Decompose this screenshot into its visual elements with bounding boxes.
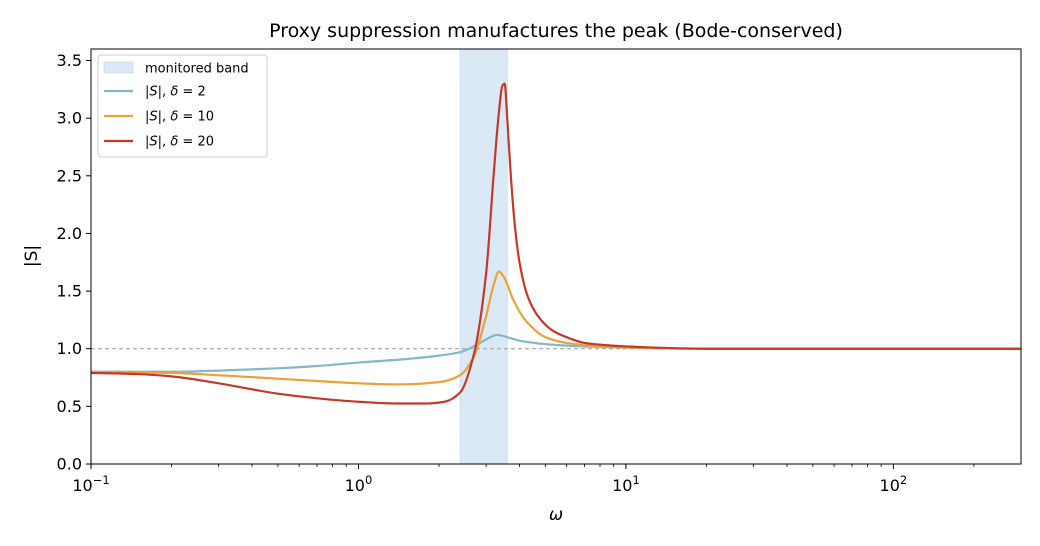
- y-tick-label: 1.0: [57, 339, 82, 358]
- y-tick-label: 3.5: [57, 51, 82, 70]
- x-tick-label: 100: [345, 473, 373, 495]
- legend-frame: [97, 54, 268, 158]
- x-tick-label: 102: [880, 473, 908, 495]
- legend-label-series-3: |S|, δ = 20: [145, 135, 214, 150]
- chart-title: Proxy suppression manufactures the peak …: [269, 20, 843, 42]
- y-tick-label: 0.0: [57, 455, 82, 474]
- legend: monitored band |S|, δ = 2 |S|, δ = 10 |S|,…: [97, 54, 268, 158]
- legend-swatch-band: [103, 61, 134, 74]
- y-axis: 0.0 0.5 1.0 1.5 2.0 2.5 3.0 3.5: [57, 51, 91, 474]
- y-axis-label: |S|: [22, 245, 42, 267]
- y-tick-label: 2.5: [57, 166, 82, 185]
- x-axis-label: ω: [549, 505, 563, 525]
- y-tick-label: 0.5: [57, 397, 82, 416]
- x-tick-label: 10−1: [72, 473, 109, 495]
- legend-label-band: monitored band: [145, 62, 249, 77]
- y-tick-label: 2.0: [57, 224, 82, 243]
- y-tick-label: 3.0: [57, 109, 82, 128]
- monitored-band: [459, 49, 508, 464]
- legend-label-series-2: |S|, δ = 10: [145, 110, 214, 125]
- x-axis: 10−1 100 101 102: [72, 464, 975, 495]
- legend-label-series-1: |S|, δ = 2: [145, 85, 206, 100]
- y-tick-label: 1.5: [57, 282, 82, 301]
- series-line-3: [91, 82, 1021, 405]
- x-tick-label: 101: [612, 473, 640, 495]
- plot-frame: [90, 48, 1022, 465]
